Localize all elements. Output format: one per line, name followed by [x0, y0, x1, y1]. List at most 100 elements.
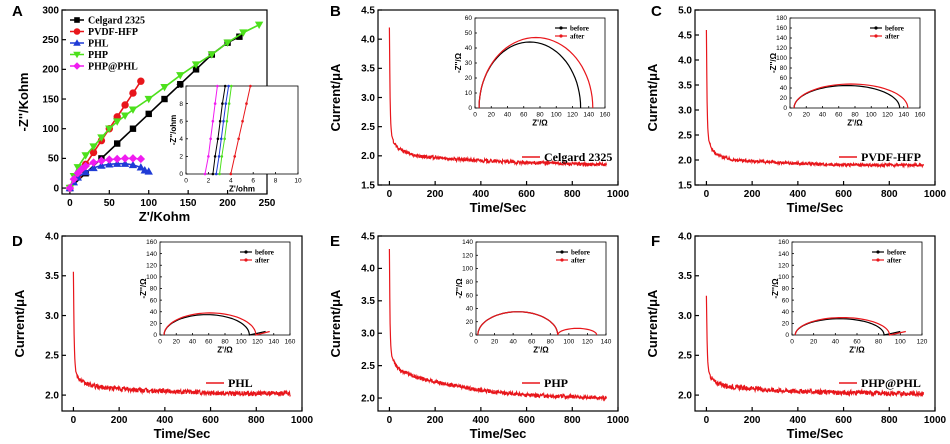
data-point-marker [207, 51, 217, 59]
y-tick-label: 1.5 [361, 180, 375, 191]
y-tick-label: 160 [778, 239, 789, 246]
inset-data-point [213, 102, 217, 105]
x-axis-label: Z'/Ω [847, 119, 863, 128]
y-tick-label: 50 [465, 30, 473, 37]
y-tick-label: 4.5 [361, 231, 375, 242]
y-tick-label: 80 [782, 286, 790, 293]
y-tick-label: 60 [466, 292, 474, 299]
y-tick-label: 4.5 [678, 30, 692, 41]
y-tick-label: 4.0 [678, 55, 692, 66]
y-tick-label: 4.0 [45, 231, 59, 242]
plot-frame [694, 235, 936, 412]
y-tick-label: 1.5 [678, 180, 692, 191]
inset-data-point [217, 155, 221, 158]
data-point-marker [176, 72, 185, 80]
data-point-marker [73, 62, 81, 70]
y-tick-label: 4.0 [361, 264, 375, 275]
y-tick-label: 2.0 [361, 151, 375, 162]
inset-data-point [207, 155, 210, 158]
x-tick-label: 80 [851, 112, 859, 119]
y-tick-label: 3.0 [361, 93, 375, 104]
x-tick-label: 200 [111, 415, 128, 426]
panel-label: B [330, 3, 341, 20]
y-tick-label: 3.5 [361, 296, 375, 307]
y-tick-label: 20 [466, 319, 474, 326]
data-point-marker [112, 118, 122, 126]
y-tick-label: 3.5 [678, 80, 692, 91]
inset-data-point [218, 119, 222, 123]
y-axis-label: -Z''/Ω [454, 52, 463, 73]
data-point-marker [192, 66, 200, 73]
x-axis-label: Z'/Ω [217, 346, 233, 355]
x-tick-label: 160 [915, 112, 926, 119]
x-tick-label: 0 [474, 339, 478, 346]
data-point-marker [73, 39, 81, 46]
y-axis-label: -Z''/ohm [169, 115, 178, 145]
plot-frame [185, 85, 299, 175]
y-axis-label: -Z''/Ω [139, 278, 148, 299]
data-point-marker [161, 95, 168, 103]
x-tick-label: 80 [547, 339, 555, 346]
inset-series-line [219, 85, 232, 175]
x-tick-label: 40 [510, 339, 518, 346]
inset-legend-marker [560, 258, 564, 262]
x-tick-label: 250 [259, 198, 276, 209]
data-point-marker [120, 154, 130, 163]
x-tick-label: 2 [207, 178, 211, 185]
x-axis-label: Z'/Kohm [139, 209, 190, 224]
y-tick-label: 2 [179, 154, 183, 161]
inset-data-point [223, 137, 226, 141]
y-tick-label: 0 [179, 171, 183, 178]
x-tick-label: 60 [528, 339, 536, 346]
inset-data-point [245, 102, 248, 105]
x-axis-label: Time/Sec [787, 200, 844, 215]
inset-data-point [224, 102, 228, 105]
y-tick-label: 20 [465, 75, 473, 82]
inset-legend-marker [560, 250, 564, 254]
inset-series-line [478, 36, 594, 109]
inset-background [790, 18, 920, 108]
x-tick-label: 400 [473, 415, 490, 426]
inset-background [476, 242, 606, 335]
y-tick-label: 0 [783, 105, 787, 112]
panel-d: D0 200 400 600 800 10002.02.53.03.54.0Time/Se… [12, 231, 314, 441]
data-point-marker [89, 148, 98, 157]
inset-series-line [204, 85, 218, 175]
inset-data-point [211, 119, 215, 123]
y-tick-label: 2.0 [361, 393, 375, 404]
data-point-marker [105, 155, 114, 164]
inset-data-point [209, 137, 212, 141]
y-axis-label: -Z''/Kohm [16, 73, 31, 132]
inset-plot: 0 20 40 60 80 100 120 140 0 20 40 60 80 100 120 140 Z'/Ω… [455, 239, 612, 354]
inset-legend-label: after [887, 257, 901, 265]
x-tick-label: 20 [803, 112, 811, 119]
x-tick-label: 8 [274, 178, 278, 185]
x-tick-label: 400 [157, 415, 174, 426]
plot-frame [61, 235, 303, 412]
current-trace [72, 271, 291, 397]
data-point-marker [89, 143, 98, 151]
data-point-marker [73, 28, 81, 35]
y-tick-label: 2.5 [678, 351, 692, 362]
y-tick-label: 120 [462, 252, 473, 259]
data-point-marker [129, 89, 137, 97]
y-axis-label: -Z''/Ω [771, 278, 780, 299]
x-tick-label: 140 [898, 112, 909, 119]
y-tick-label: 250 [42, 35, 59, 46]
y-tick-label: 40 [150, 309, 158, 316]
x-tick-label: 0 [704, 415, 710, 426]
inset-data-point [227, 84, 230, 88]
data-point-marker [121, 101, 129, 109]
data-point-marker [105, 160, 114, 168]
inset-data-point [230, 84, 233, 88]
y-tick-label: 10 [176, 83, 184, 90]
x-axis-label: Time/Sec [470, 200, 527, 215]
inset-series-line [794, 317, 906, 336]
inset-legend-marker [876, 258, 880, 262]
plot-frame [475, 241, 607, 336]
data-point-marker [120, 159, 130, 167]
inset-legend-label: after [885, 33, 899, 41]
y-tick-label: 4.5 [361, 5, 375, 16]
legend-label: PVDF-HFP [88, 27, 138, 38]
x-tick-label: 120 [882, 112, 893, 119]
